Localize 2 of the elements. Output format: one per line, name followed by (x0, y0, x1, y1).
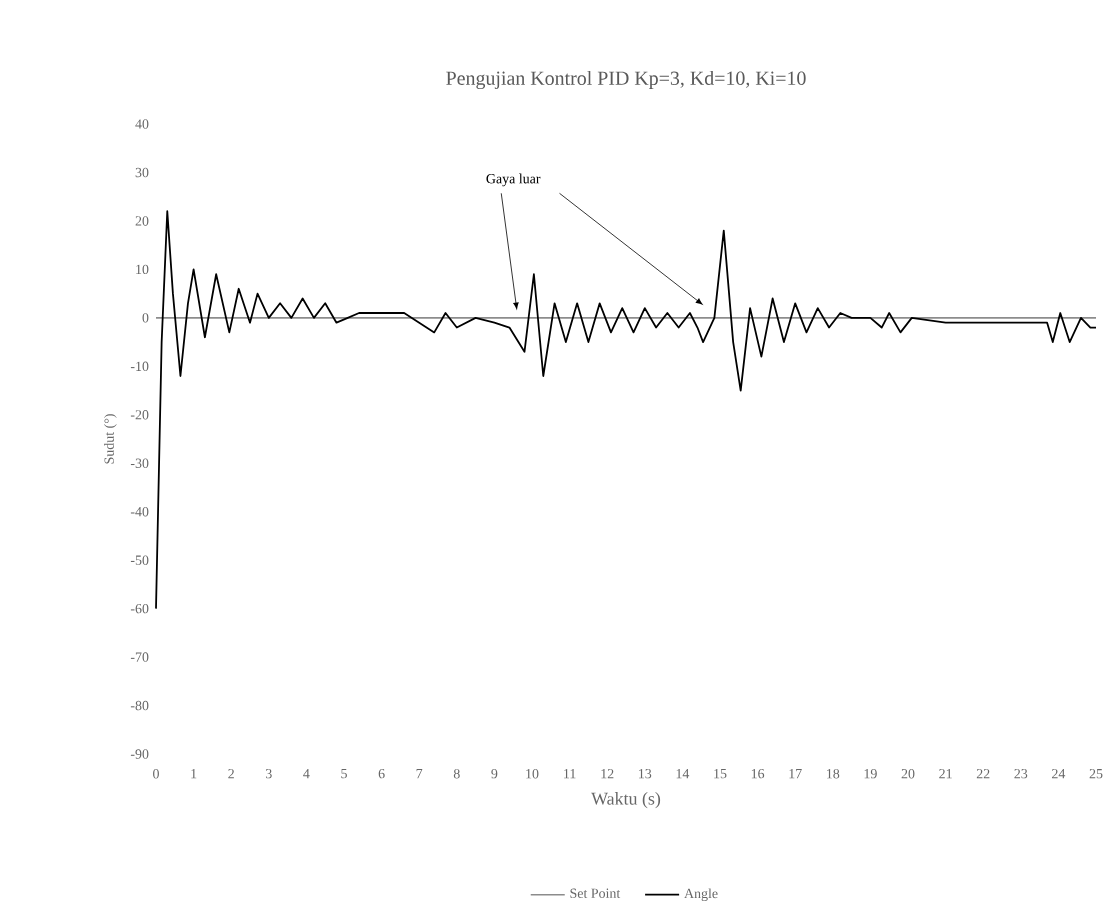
x-axis-title: Waktu (s) (591, 792, 661, 809)
chart-title: Pengujian Kontrol PID Kp=3, Kd=10, Ki=10 (446, 70, 806, 90)
